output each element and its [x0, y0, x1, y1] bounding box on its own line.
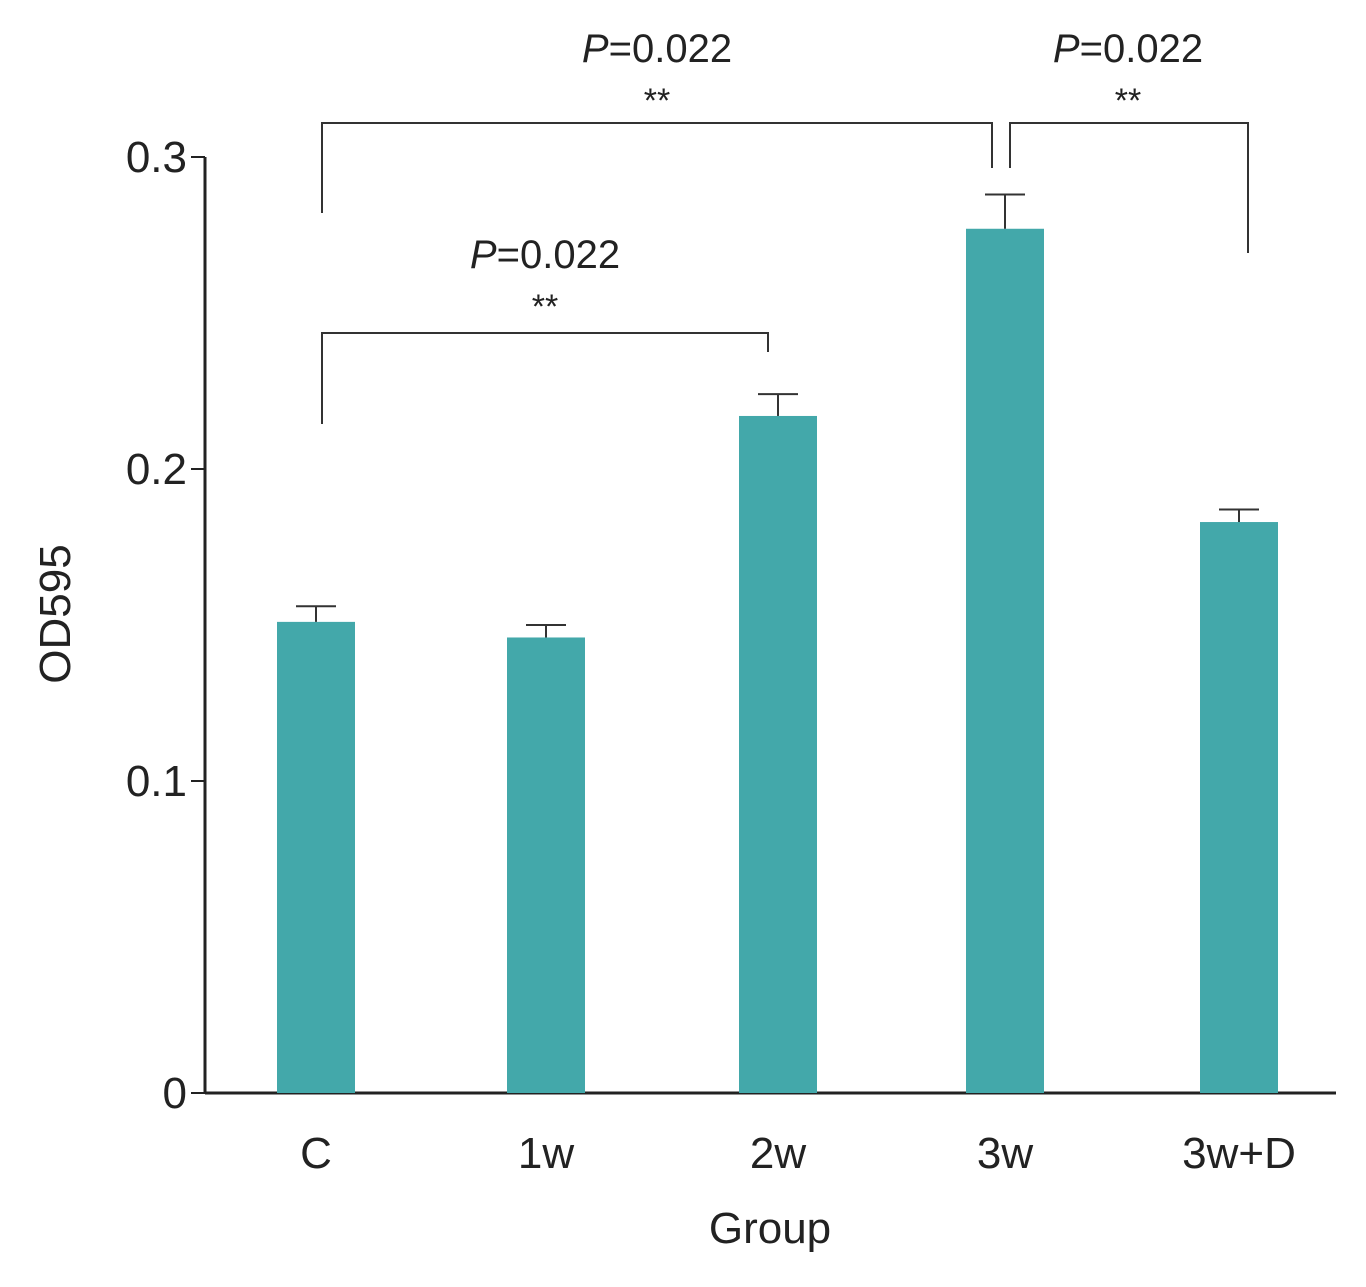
p-value-label: P=0.022	[470, 233, 620, 277]
x-tick-label: 3w	[977, 1129, 1033, 1178]
bar-2w	[739, 415, 817, 1094]
p-value-prefix: P	[1053, 27, 1080, 71]
p-value-number: =0.022	[497, 233, 620, 277]
x-tick-label: C	[300, 1129, 332, 1178]
y-tick-label: 0	[163, 1069, 187, 1118]
significance-stars: **	[1115, 82, 1141, 120]
p-value-label: P=0.022	[582, 27, 732, 71]
p-value-number: =0.022	[1080, 27, 1203, 71]
error-bars	[296, 193, 1259, 638]
p-value-number: =0.022	[609, 27, 732, 71]
axes: 0 0.1 0.2 0.3 C 1w 2w 3w 3w+D	[126, 133, 1336, 1178]
y-tick-label: 0.1	[126, 757, 187, 806]
y-axis-title: OD595	[31, 544, 80, 683]
p-value-prefix: P	[470, 233, 497, 277]
bar-1w	[507, 637, 585, 1093]
bar-C	[277, 621, 355, 1093]
bars	[277, 228, 1278, 1094]
p-value-label: P=0.022	[1053, 27, 1203, 71]
x-tick-label: 1w	[518, 1129, 574, 1178]
significance-bracket	[321, 122, 993, 213]
x-tick-label: 3w+D	[1182, 1129, 1296, 1178]
significance-bracket	[1009, 122, 1249, 253]
y-tick-label: 0.2	[126, 445, 187, 494]
significance-bracket	[321, 332, 769, 424]
x-tick-label: 2w	[750, 1129, 806, 1178]
significance-stars: **	[644, 82, 670, 120]
y-tick-label: 0.3	[126, 133, 187, 182]
p-value-prefix: P	[582, 27, 609, 71]
significance-stars: **	[532, 288, 558, 326]
bar-3w+D	[1200, 522, 1278, 1093]
significance-annotations: P=0.022**P=0.022**P=0.022**	[321, 27, 1249, 424]
x-axis-title: Group	[709, 1204, 831, 1253]
bar-3w	[966, 228, 1044, 1093]
